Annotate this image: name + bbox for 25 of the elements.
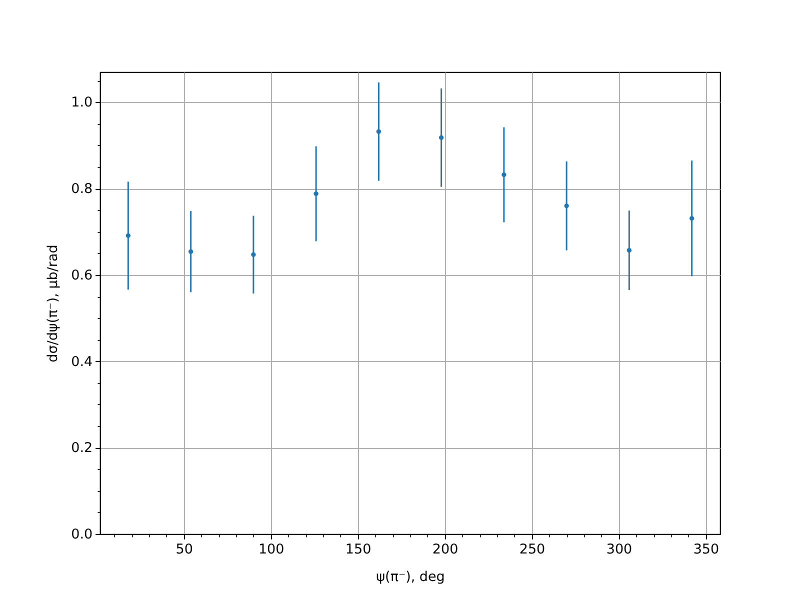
point [314, 191, 318, 196]
point [376, 129, 382, 134]
x-tick-label: 350 [693, 541, 720, 558]
point [251, 252, 256, 257]
point [689, 216, 694, 221]
y-tick-label: 1.0 [71, 94, 93, 111]
point [438, 135, 444, 140]
point [502, 172, 506, 178]
point [126, 233, 131, 238]
x-tick-label: 250 [519, 541, 546, 558]
point [188, 249, 194, 254]
y-tick-label: 0.0 [71, 526, 93, 542]
x-tick-label: 200 [432, 541, 458, 558]
x-tick-label: 50 [176, 541, 193, 558]
x-tick-label: 100 [258, 541, 284, 558]
point [626, 248, 632, 253]
y-tick-label: 0.2 [71, 440, 93, 456]
y-tick-label: 0.8 [71, 181, 93, 198]
y-tick-label: 0.4 [71, 354, 93, 370]
y-tick-label: 0.6 [71, 267, 93, 284]
x-tick-label: 300 [606, 541, 632, 558]
y-axis-title: dσ/dψ(π⁻), μb/rad [45, 244, 62, 362]
x-tick-label: 150 [345, 541, 372, 558]
x-axis-title: ψ(π⁻), deg [376, 568, 445, 585]
point [564, 204, 569, 208]
